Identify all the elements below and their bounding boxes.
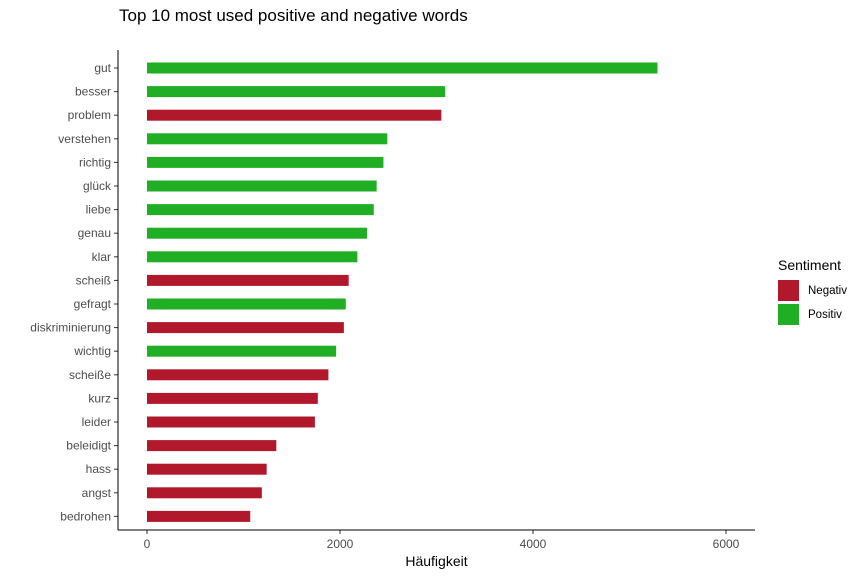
y-tick-label: diskriminierung [30,321,111,335]
y-tick-label: scheiß [76,273,111,287]
bar-beleidigt [147,440,277,452]
y-tick-label: wichtig [73,344,111,358]
bar-diskriminierung [147,322,344,334]
y-tick-label: problem [68,108,111,122]
y-tick-label: richtig [79,155,111,169]
bar-besser [147,86,446,98]
bar-wichtig [147,345,337,357]
legend-swatch-negativ [778,280,799,301]
y-tick-label: besser [75,85,111,99]
bar-richtig [147,156,384,168]
bar-verstehen [147,133,388,145]
chart-title: Top 10 most used positive and negative w… [119,6,468,25]
y-tick-label: glück [83,179,112,193]
legend-item-positiv: Positiv [778,303,847,326]
legend-item-negativ: Negativ [778,279,847,302]
bar-liebe [147,204,374,216]
bar-gut [147,62,658,74]
bar-hass [147,463,267,475]
legend-title: Sentiment [778,257,842,273]
y-axis-ticks: gut besser problem verstehen richtig glück lie… [30,61,118,523]
bar-klar [147,251,358,263]
y-tick-label: beleidigt [66,439,111,453]
y-tick-label: leider [82,415,111,429]
legend-label-positiv: Positiv [808,308,842,321]
bar-gefragt [147,298,346,310]
y-tick-label: hass [86,462,111,476]
x-axis-ticks: 0 2000 4000 6000 [144,530,740,551]
y-tick-label: scheiße [69,368,111,382]
bars-group [147,62,658,522]
bar-scheiß [147,274,349,286]
bar-bedrohen [147,510,251,522]
x-tick-label: 0 [144,537,151,551]
bar-angst [147,487,262,499]
y-tick-label: angst [82,486,112,500]
x-tick-label: 6000 [713,537,740,551]
bar-glück [147,180,377,192]
y-tick-label: liebe [86,203,112,217]
legend-label-negativ: Negativ [808,284,847,297]
bar-scheiße [147,369,329,381]
bar-problem [147,109,442,121]
legend-swatch-positiv [778,304,799,325]
bar-genau [147,227,368,239]
y-tick-label: bedrohen [60,509,111,523]
bar-kurz [147,392,318,404]
y-tick-label: gut [94,61,111,75]
y-tick-label: klar [92,250,111,264]
bar-leider [147,416,315,428]
x-tick-label: 4000 [520,537,547,551]
y-tick-label: kurz [88,391,111,405]
x-tick-label: 2000 [327,537,354,551]
y-tick-label: gefragt [74,297,112,311]
y-tick-label: genau [78,226,111,240]
y-tick-label: verstehen [58,132,111,146]
legend: Sentiment Negativ Positiv [778,257,847,327]
x-axis-title: Häufigkeit [405,553,467,569]
